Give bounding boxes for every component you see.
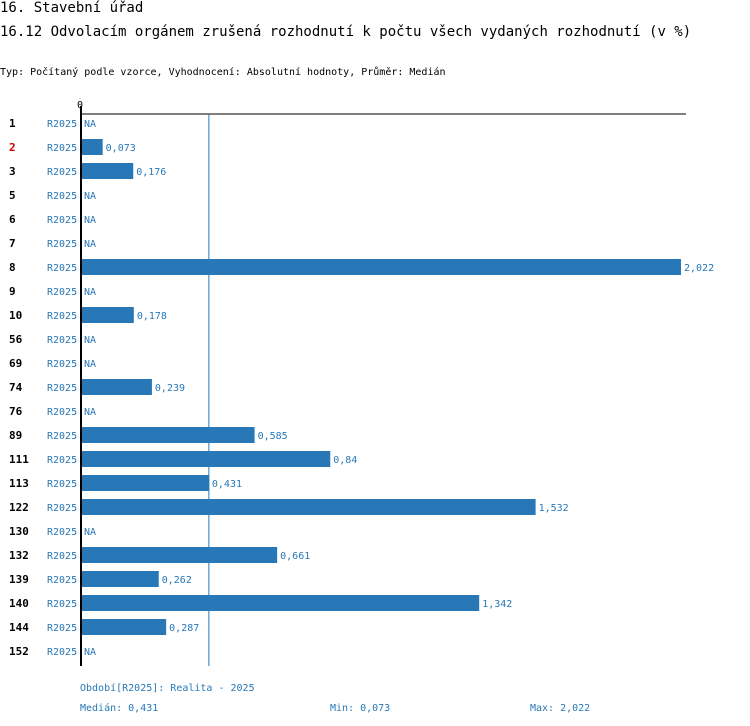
series-label: R2025 [47, 503, 77, 514]
bar [81, 163, 134, 179]
category-label: 74 [9, 381, 23, 394]
value-label: NA [84, 191, 96, 202]
series-label: R2025 [47, 167, 77, 178]
category-label: 10 [9, 309, 22, 322]
chart-subtitle: Typ: Počítaný podle vzorce, Vyhodnocení:… [0, 67, 446, 78]
category-label: 132 [9, 549, 29, 562]
bar [81, 307, 134, 323]
series-label: R2025 [47, 407, 77, 418]
value-label: NA [84, 407, 96, 418]
series-label: R2025 [47, 527, 77, 538]
series-label: R2025 [47, 215, 77, 226]
x-axis-zero-label: 0 [77, 100, 83, 111]
value-label: 0,239 [155, 383, 185, 394]
bar [81, 547, 278, 563]
bar [81, 379, 152, 395]
series-label: R2025 [47, 239, 77, 250]
value-label: 0,661 [280, 551, 310, 562]
bar [81, 619, 167, 635]
footer-period: Období[R2025]: Realita - 2025 [80, 683, 255, 694]
category-label: 1 [9, 117, 16, 130]
series-label: R2025 [47, 119, 77, 130]
value-label: 0,84 [333, 455, 357, 466]
category-label: 89 [9, 429, 22, 442]
value-label: 0,585 [258, 431, 288, 442]
value-label: 1,342 [482, 599, 512, 610]
category-label: 69 [9, 357, 22, 370]
footer-max: Max: 2,022 [530, 703, 591, 714]
series-label: R2025 [47, 287, 77, 298]
series-label: R2025 [47, 359, 77, 370]
bar [81, 451, 331, 467]
value-label: NA [84, 119, 96, 130]
series-label: R2025 [47, 575, 77, 586]
bar [81, 571, 159, 587]
bar [81, 475, 209, 491]
category-label: 76 [9, 405, 23, 418]
category-label: 139 [9, 573, 29, 586]
category-label: 130 [9, 525, 29, 538]
bar [81, 499, 536, 515]
value-label: NA [84, 287, 96, 298]
category-label: 111 [9, 453, 29, 466]
bar [81, 427, 255, 443]
bar [81, 259, 681, 275]
value-label: 0,287 [169, 623, 199, 634]
series-label: R2025 [47, 191, 77, 202]
series-label: R2025 [47, 647, 77, 658]
series-label: R2025 [47, 455, 77, 466]
series-label: R2025 [47, 551, 77, 562]
series-label: R2025 [47, 383, 77, 394]
category-label: 2 [9, 141, 16, 154]
category-label: 6 [9, 213, 16, 226]
category-label: 113 [9, 477, 29, 490]
value-label: NA [84, 335, 96, 346]
footer-median: Medián: 0,431 [80, 703, 159, 714]
value-label: NA [84, 359, 96, 370]
value-label: NA [84, 215, 96, 226]
section-title: 16. Stavební úřad [0, 0, 144, 16]
category-label: 7 [9, 237, 16, 250]
category-label: 9 [9, 285, 16, 298]
category-label: 140 [9, 597, 29, 610]
value-label: 0,073 [106, 143, 136, 154]
category-label: 5 [9, 189, 16, 202]
value-label: 2,022 [684, 263, 714, 274]
series-label: R2025 [47, 143, 77, 154]
value-label: 0,431 [212, 479, 242, 490]
category-label: 3 [9, 165, 16, 178]
value-label: 0,178 [137, 311, 167, 322]
category-label: 144 [9, 621, 29, 634]
value-label: NA [84, 239, 96, 250]
category-label: 56 [9, 333, 23, 346]
series-label: R2025 [47, 479, 77, 490]
category-label: 122 [9, 501, 29, 514]
value-label: 1,532 [539, 503, 569, 514]
category-label: 8 [9, 261, 16, 274]
value-label: 0,176 [136, 167, 166, 178]
value-label: NA [84, 527, 96, 538]
bar [81, 595, 480, 611]
series-label: R2025 [47, 623, 77, 634]
value-label: 0,262 [162, 575, 192, 586]
chart-title: 16.12 Odvolacím orgánem zrušená rozhodnu… [0, 24, 692, 40]
bar [81, 139, 103, 155]
series-label: R2025 [47, 599, 77, 610]
value-label: NA [84, 647, 96, 658]
series-label: R2025 [47, 431, 77, 442]
series-label: R2025 [47, 311, 77, 322]
series-label: R2025 [47, 335, 77, 346]
series-label: R2025 [47, 263, 77, 274]
category-label: 152 [9, 645, 29, 658]
footer-min: Min: 0,073 [330, 703, 391, 714]
